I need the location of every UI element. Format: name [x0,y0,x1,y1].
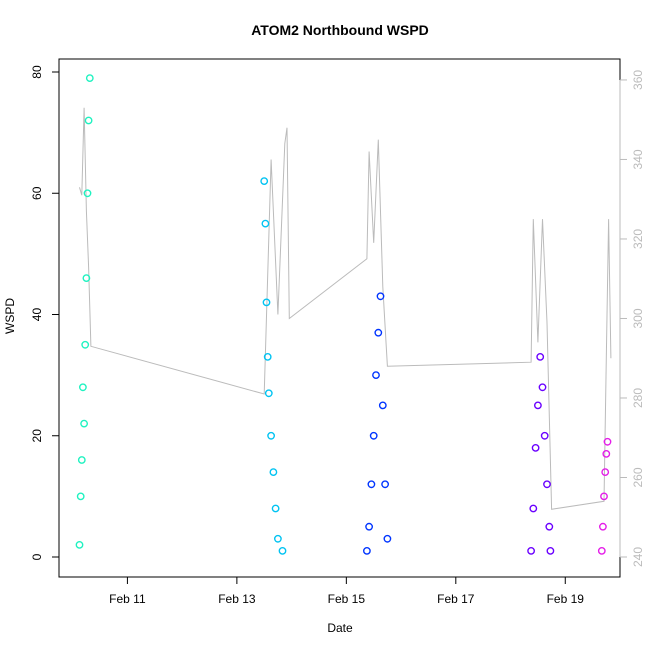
chart-title: ATOM2 Northbound WSPD [251,22,429,38]
y-tick-label: 40 [30,308,44,322]
x-tick-label: Feb 13 [218,592,256,606]
data-point [603,437,612,446]
y2-tick-label: 300 [631,308,645,328]
data-point [369,431,378,440]
data-point [84,116,93,125]
data-point [263,352,272,361]
data-point [367,480,376,489]
data-point [531,443,540,452]
data-point [85,74,94,83]
data-point [261,219,270,228]
data-point [267,431,275,440]
x-axis-label: Date [327,621,353,635]
direction-line-layer [79,107,612,510]
data-point [262,298,271,307]
series-5 [597,437,612,555]
x-tick-label: Feb 15 [328,592,366,606]
series-3 [362,292,392,555]
x-tick-label: Feb 19 [547,592,585,606]
data-point [600,492,608,501]
data-point [527,547,535,555]
data-point [601,468,610,476]
y2-tick-label: 340 [631,149,645,169]
data-point [264,389,273,398]
data-point [599,522,607,531]
series-1 [75,74,94,549]
data-point [536,352,545,361]
data-point [75,541,84,549]
wind-speed-points [75,74,612,555]
data-point [383,534,392,543]
y2-tick-label: 320 [631,229,645,249]
data-point [82,274,91,282]
data-point [77,456,86,464]
y-tick-label: 80 [30,65,44,79]
x-tick-label: Feb 17 [437,592,475,606]
data-point [534,401,542,410]
data-point [278,547,287,555]
data-point [543,480,551,489]
data-point [545,522,554,531]
data-point [538,383,547,392]
y-tick-label: 60 [30,186,44,200]
y2-tick-label: 260 [631,467,645,487]
y2-axis: 240 260 280 300 320 340 360 [619,70,645,567]
x-axis: Feb 11 Feb 13 Feb 15 Feb 17 Feb 19 [109,576,585,606]
data-point [546,547,555,555]
y2-tick-label: 280 [631,388,645,408]
data-point [273,534,282,543]
data-point [529,504,538,513]
data-point [372,371,380,379]
data-point [80,419,89,428]
y2-tick-label: 360 [631,70,645,90]
direction-line [79,107,612,510]
data-point [362,547,371,555]
data-point [376,292,385,301]
y-axis: 0 20 40 60 80 [30,65,60,560]
data-point [540,431,549,440]
data-point [597,547,606,555]
data-point [378,401,387,410]
data-point [374,328,383,337]
data-point [79,383,87,392]
series-4 [527,352,555,555]
data-point [381,480,389,489]
data-point [271,504,280,513]
data-point [602,449,611,458]
series-2 [260,177,287,555]
data-point [81,340,90,349]
y2-tick-label: 240 [631,547,645,567]
y-tick-label: 20 [30,429,44,443]
data-point [83,189,92,198]
plot-frame [58,58,621,578]
x-tick-label: Feb 11 [109,592,146,606]
data-point [76,492,85,501]
y-axis-label: WSPD [3,298,17,334]
data-point [365,522,373,531]
data-point [260,177,269,186]
y-tick-label: 0 [30,553,44,560]
data-point [269,468,278,476]
